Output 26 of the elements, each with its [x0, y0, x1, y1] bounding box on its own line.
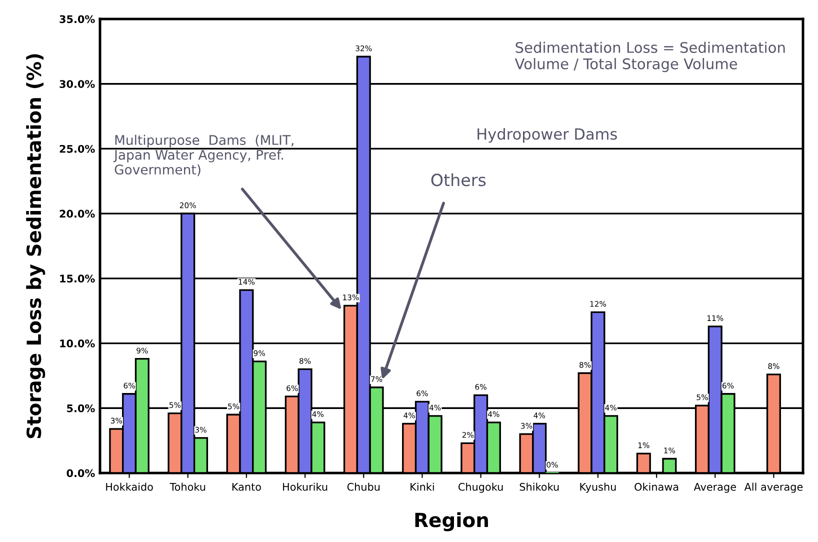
x-tick-label: Shikoku [520, 482, 559, 491]
x-tick-label: Kanto [232, 483, 261, 491]
y-tick-label: 0.0% [66, 469, 95, 478]
x-tick-label: Kyushu [580, 482, 616, 493]
y-tick-label: 5.0% [67, 404, 95, 412]
y-axis-title: Storage Loss by Sedimentation (%) [26, 54, 46, 438]
annotation: Hydropower Dams [478, 128, 617, 143]
annotation: Others [431, 173, 486, 186]
y-tick-label: 15.0% [60, 274, 95, 283]
y-tick-label: 10.0% [60, 340, 95, 348]
x-tick-label: Average [694, 483, 736, 493]
y-tick-label: 35.0% [60, 15, 95, 24]
x-tick-label: Hokuriku [283, 482, 328, 491]
x-tick-label: Chubu [347, 482, 380, 491]
x-tick-label: Okinawa [634, 482, 678, 491]
x-tick-label: Chugoku [458, 482, 503, 493]
y-tick-label: 25.0% [60, 144, 95, 153]
annotation: Multipurpose Dams (MLIT, Japan Water Agency, Pref. Government) [113, 134, 294, 176]
x-tick-label: Kinki [410, 482, 434, 491]
y-tick-label: 30.0% [60, 80, 95, 88]
y-tick-label: 20.0% [60, 210, 95, 218]
x-tick-label: All average [744, 482, 803, 493]
x-axis-title: Region [415, 512, 488, 532]
annotation: Sedimentation Loss = Sedimentation Volume / Total Storage Volume [514, 42, 785, 72]
x-tick-label: Hokkaido [106, 482, 153, 491]
x-tick-label: Tohoku [170, 482, 206, 491]
